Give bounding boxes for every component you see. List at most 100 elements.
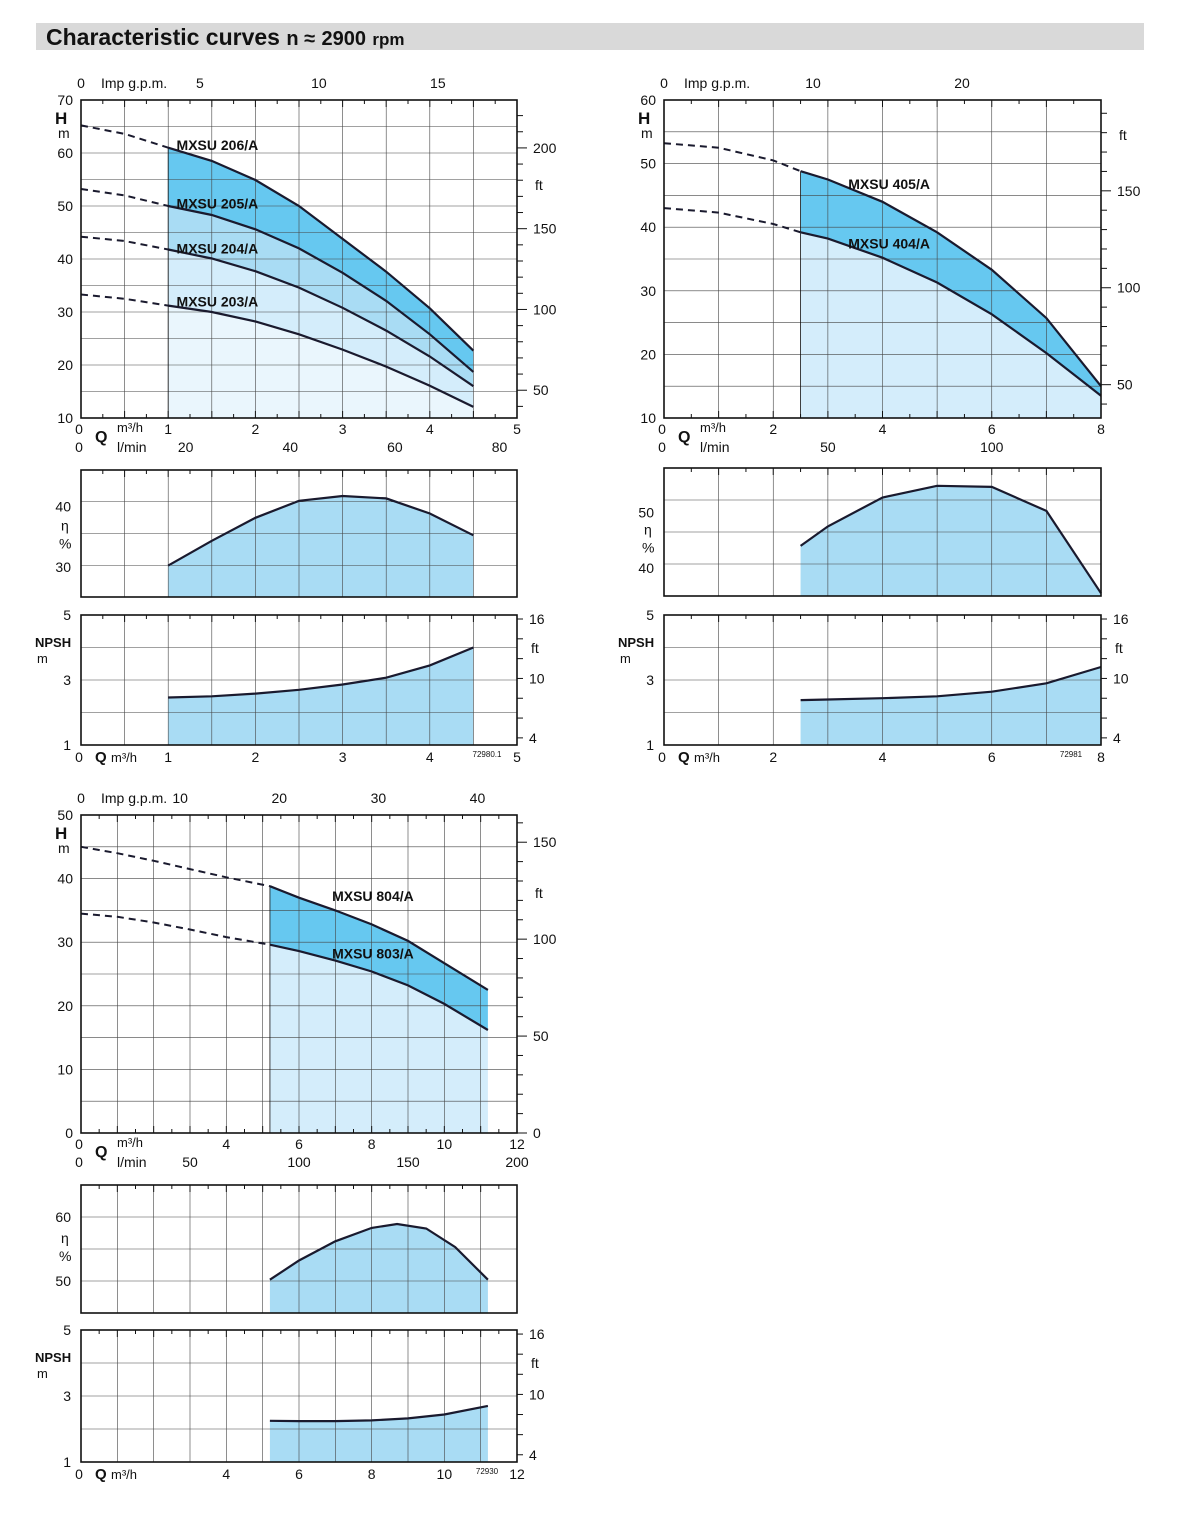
npsh-axis-unit: m — [37, 1366, 48, 1381]
npsh-fill — [168, 647, 474, 745]
q-tick-label: 8 — [1097, 421, 1105, 437]
q-tick-label: 4 — [879, 421, 887, 437]
q-tick-label: 4 — [426, 421, 434, 437]
gpm-tick-label: 0 — [77, 790, 85, 806]
q-tick-label: 3 — [339, 421, 347, 437]
q-tick-zero: 0 — [75, 421, 83, 437]
fill-under-mxsu803a — [269, 944, 488, 1133]
npsh-ft-tick-label: 16 — [529, 611, 545, 627]
ft-tick-label: 50 — [1117, 377, 1133, 393]
npsh-q-unit: m³/h — [111, 750, 137, 765]
npsh-q-tick-label: 2 — [252, 749, 260, 765]
head-axis-unit: m — [58, 840, 70, 856]
lmin-axis-unit: l/min — [117, 439, 147, 455]
ft-tick-label: 100 — [533, 301, 557, 317]
npsh-tick-label: 1 — [63, 737, 71, 753]
efficiency-tick-label: 60 — [55, 1209, 71, 1225]
fill-under-mxsu404a — [800, 232, 1101, 418]
npsh-ft-axis-label: ft — [531, 1355, 539, 1371]
head-axis-unit: m — [58, 125, 70, 141]
ft-tick-label: 150 — [1117, 183, 1141, 199]
efficiency-axis-unit: % — [642, 539, 654, 555]
head-tick-label: 30 — [57, 934, 73, 950]
curve-mxsu205a — [167, 204, 475, 373]
gpm-tick-label: 10 — [805, 75, 821, 91]
head-tick-label: 30 — [640, 283, 656, 299]
efficiency-tick-label: 50 — [55, 1273, 71, 1289]
ft-axis-label: ft — [535, 177, 543, 193]
curve-label: MXSU 405/A — [848, 176, 930, 192]
npsh-axis-unit: m — [37, 651, 48, 666]
gpm-tick-label: 30 — [371, 790, 387, 806]
curve-label: MXSU 206/A — [177, 137, 259, 153]
npsh-fill — [800, 667, 1101, 745]
curve-mxsu804a — [269, 885, 489, 991]
npsh-tick-label: 5 — [63, 1322, 71, 1338]
head-panel: MXSU 203/A MXSU 204/A MXSU 205/A MXSU 206/A… — [55, 75, 557, 455]
npsh-q-tick-label: 4 — [426, 749, 434, 765]
q-tick-label: 4 — [222, 1136, 230, 1152]
head-tick-label: 10 — [57, 410, 73, 426]
npsh-q-tick-label: 5 — [513, 749, 521, 765]
title-text: Characteristic curves — [46, 24, 280, 50]
lmin-tick-label: 150 — [396, 1154, 420, 1170]
ft-tick-label: 0 — [533, 1125, 541, 1141]
curve-mxsu405a — [800, 170, 1102, 387]
efficiency-tick-label: 40 — [638, 560, 654, 576]
efficiency-fill — [168, 496, 474, 597]
head-tick-label: 30 — [57, 304, 73, 320]
ft-axis-label: ft — [1119, 127, 1127, 143]
curve-dashed-mxsu204a — [80, 235, 169, 251]
speed-value: 2900 — [321, 28, 367, 50]
q-axis-symbol: Q — [678, 429, 690, 446]
q-axis-unit: m³/h — [700, 420, 726, 435]
lmin-axis-unit: l/min — [117, 1154, 147, 1170]
efficiency-panel: 50 60 η% — [55, 1184, 518, 1314]
npsh-tick-label: 5 — [646, 607, 654, 623]
ft-tick-label: 50 — [533, 1028, 549, 1044]
q-tick-label: 12 — [509, 1136, 525, 1152]
curve-dashed-mxsu404a — [663, 207, 801, 234]
npsh-q-tick-label: 4 — [222, 1466, 230, 1482]
npsh-tick-label: 3 — [63, 1388, 71, 1404]
efficiency-fill — [269, 1224, 488, 1313]
npsh-q-tick-label: 1 — [164, 749, 172, 765]
chart-code: 72981 — [1060, 750, 1083, 759]
npsh-ft-tick-label: 10 — [1113, 670, 1129, 686]
head-tick-label: 20 — [57, 357, 73, 373]
ft-tick-label: 150 — [533, 834, 557, 850]
lmin-tick-label: 60 — [387, 439, 403, 455]
head-tick-label: 40 — [57, 871, 73, 887]
npsh-ft-tick-label: 4 — [529, 730, 537, 746]
head-tick-label: 50 — [57, 198, 73, 214]
gpm-axis-label: Imp g.p.m. — [684, 75, 750, 91]
section-header: Characteristic curves n ≈ 2900 rpm — [36, 23, 1144, 50]
lmin-tick-label: 200 — [505, 1154, 529, 1170]
efficiency-panel: 30 40 η% — [55, 469, 518, 598]
npsh-ft-tick-label: 16 — [1113, 611, 1129, 627]
npsh-q-tick-label: 0 — [75, 1466, 83, 1482]
efficiency-axis-unit: % — [59, 1248, 71, 1264]
efficiency-axis-unit: % — [59, 536, 71, 552]
q-tick-label: 5 — [513, 421, 521, 437]
q-tick-zero: 0 — [75, 1136, 83, 1152]
q-tick-label: 2 — [769, 421, 777, 437]
head-tick-label: 70 — [57, 92, 73, 108]
lmin-tick-label: 100 — [287, 1154, 311, 1170]
npsh-q-tick-label: 6 — [988, 749, 996, 765]
lmin-tick-label: 40 — [282, 439, 298, 455]
npsh-q-symbol: Q — [95, 749, 107, 766]
speed-symbol: n ≈ — [286, 28, 316, 50]
head-tick-label: 10 — [640, 410, 656, 426]
gpm-tick-label: 15 — [430, 75, 446, 91]
npsh-tick-label: 1 — [646, 737, 654, 753]
lmin-tick-label: 50 — [182, 1154, 198, 1170]
gpm-axis-label: Imp g.p.m. — [101, 790, 167, 806]
q-tick-label: 8 — [368, 1136, 376, 1152]
gpm-tick-label: 10 — [311, 75, 327, 91]
efficiency-curve — [167, 494, 474, 567]
